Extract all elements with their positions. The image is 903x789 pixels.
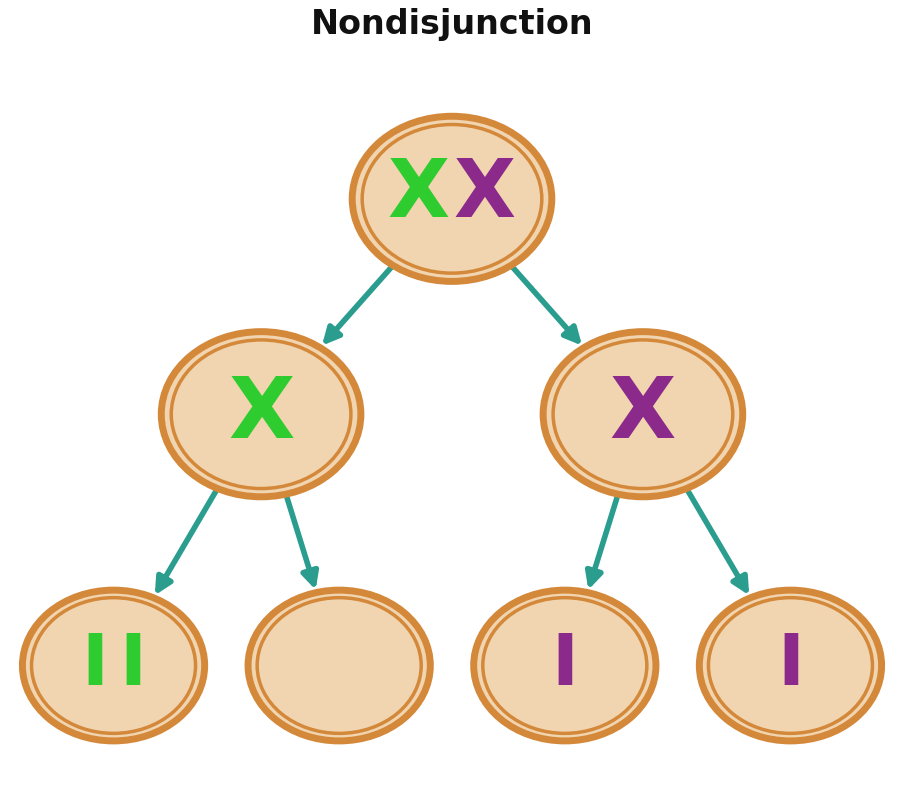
Circle shape: [699, 590, 880, 741]
Text: I: I: [81, 631, 107, 700]
Circle shape: [352, 116, 551, 282]
Circle shape: [543, 331, 742, 497]
Text: X: X: [228, 372, 294, 456]
Circle shape: [161, 331, 360, 497]
Text: I: I: [777, 631, 803, 700]
Text: X: X: [387, 156, 450, 234]
Circle shape: [247, 590, 430, 741]
Circle shape: [23, 590, 204, 741]
Text: I: I: [551, 631, 578, 700]
Text: I: I: [119, 631, 146, 700]
Text: X: X: [453, 156, 516, 234]
Text: Nondisjunction: Nondisjunction: [311, 8, 592, 41]
Text: X: X: [609, 372, 675, 456]
Circle shape: [473, 590, 656, 741]
